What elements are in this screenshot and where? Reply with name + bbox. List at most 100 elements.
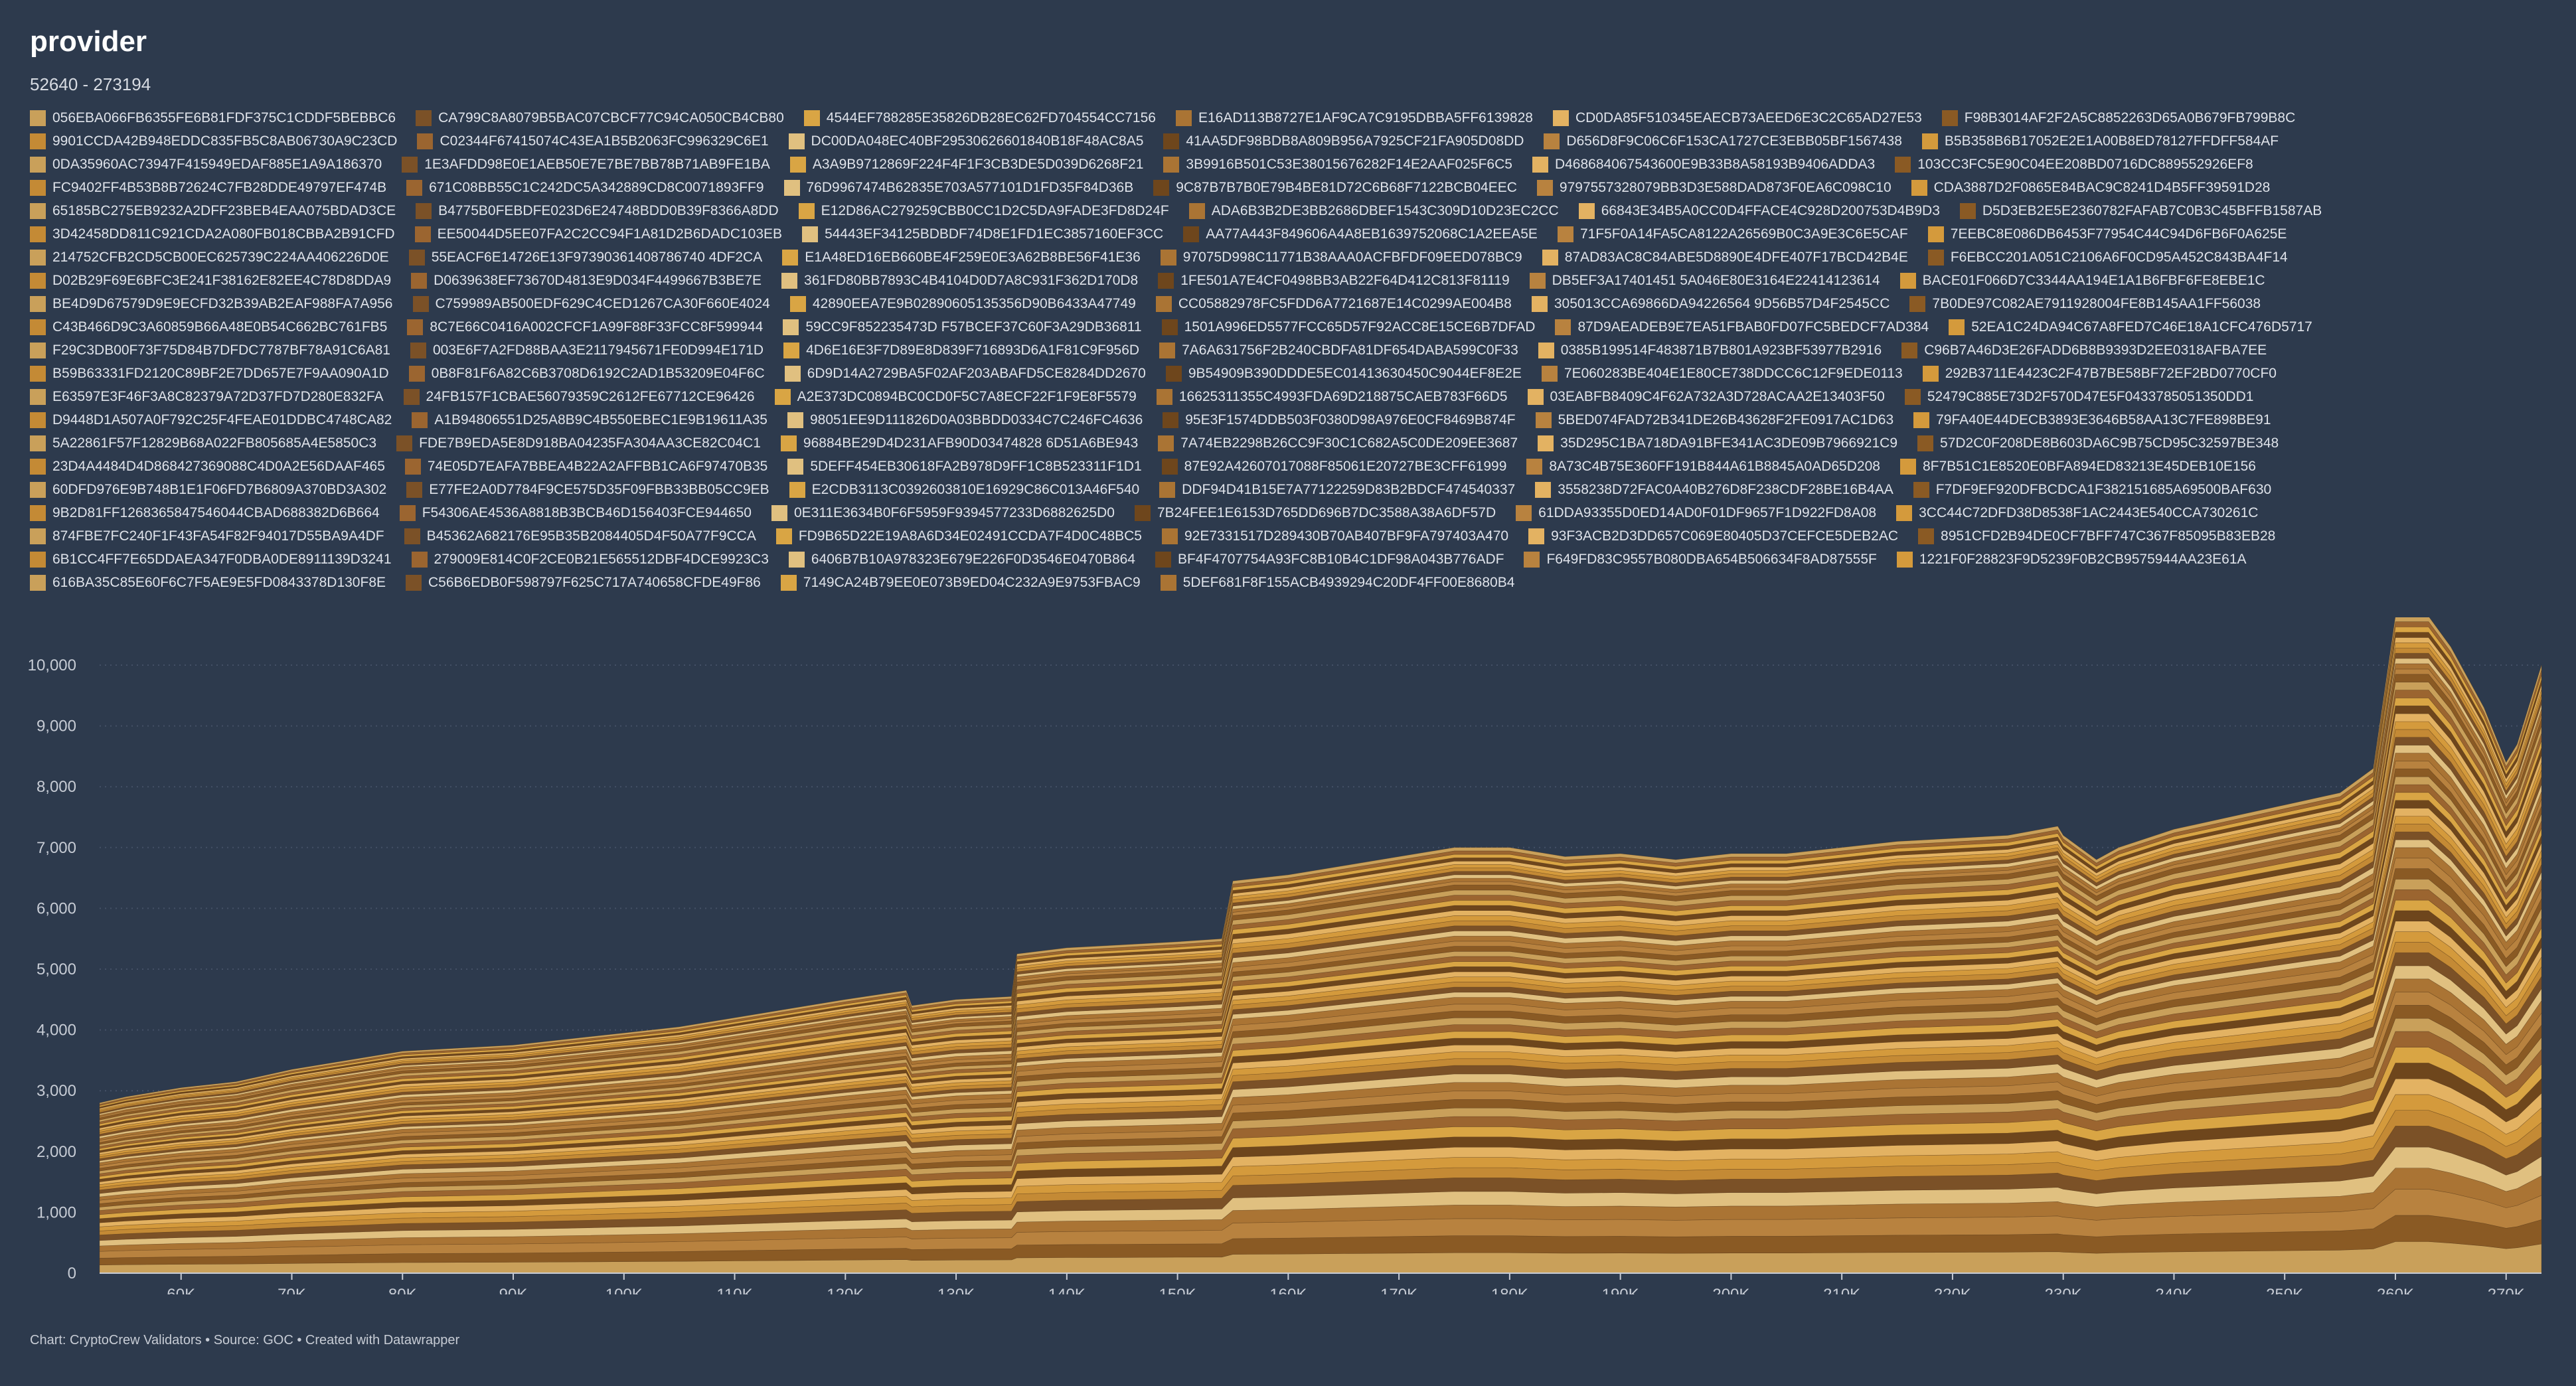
legend-swatch bbox=[30, 273, 46, 289]
legend-label: D9448D1A507A0F792C25F4FEAE01DDBC4748CA82 bbox=[52, 412, 392, 427]
legend-label: 93F3ACB2D3DD657C069E80405D37CEFCE5DEB2AC bbox=[1551, 528, 1899, 544]
legend-swatch bbox=[1526, 459, 1543, 475]
legend-swatch bbox=[1913, 482, 1929, 498]
legend-swatch bbox=[783, 343, 800, 358]
legend-item: D656D8F9C06C6F153CA1727CE3EBB05BF1567438 bbox=[1544, 133, 1902, 149]
legend-swatch bbox=[1557, 226, 1573, 242]
legend-swatch bbox=[1165, 366, 1182, 382]
legend-swatch bbox=[30, 366, 46, 382]
legend-label: 92E7331517D289430B70AB407BF9FA797403A470 bbox=[1184, 528, 1509, 544]
legend-item: 35D295C1BA718DA91BFE341AC3DE09B7966921C9 bbox=[1538, 435, 1897, 451]
legend-swatch bbox=[787, 412, 803, 428]
legend-item: 616BA35C85E60F6C7F5AE9E5FD0843378D130F8E bbox=[30, 575, 386, 591]
legend-swatch bbox=[1159, 343, 1176, 358]
legend-swatch bbox=[1941, 110, 1958, 126]
legend-swatch bbox=[30, 343, 46, 358]
legend-item: 8A73C4B75E360FF191B844A61B8845A0AD65D208 bbox=[1526, 459, 1880, 475]
legend-item: B5B358B6B17052E2E1A00B8ED78127FFDFF584AF bbox=[1921, 133, 2279, 149]
legend-label: E1A48ED16EB660BE4F259E0E3A62B8BE56F41E36 bbox=[805, 250, 1141, 265]
y-tick-label: 4,000 bbox=[37, 1022, 76, 1040]
legend-swatch bbox=[1895, 157, 1911, 173]
legend-swatch bbox=[780, 575, 797, 591]
legend-label: E2CDB3113C0392603810E16929C86C013A46F540 bbox=[811, 482, 1140, 497]
legend-label: CD0DA85F510345EAECB73AEED6E3C2C65AD27E53 bbox=[1575, 110, 1922, 125]
legend-swatch bbox=[1527, 389, 1544, 405]
legend: 056EBA066FB6355FE6B81FDF375C1CDDF5BEBBC6… bbox=[30, 110, 2553, 591]
legend-label: E12D86AC279259CBB0CC1D2C5DA9FADE3FD8D24F bbox=[821, 203, 1169, 218]
legend-item: 52479C885E73D2F570D47E5F0433785051350DD1 bbox=[1904, 389, 2253, 405]
legend-swatch bbox=[1544, 133, 1560, 149]
legend-swatch bbox=[1896, 505, 1913, 521]
legend-swatch bbox=[30, 412, 46, 428]
legend-label: 9901CCDA42B948EDDC835FB5C8AB06730A9C23CD bbox=[52, 133, 398, 149]
legend-item: 3CC44C72DFD38D8538F1AC2443E540CCA730261C bbox=[1896, 505, 2258, 521]
legend-swatch bbox=[408, 366, 425, 382]
legend-swatch bbox=[1163, 133, 1180, 149]
legend-item: 0DA35960AC73947F415949EDAF885E1A9A186370 bbox=[30, 157, 382, 173]
x-tick-label: 120K bbox=[827, 1286, 864, 1294]
legend-label: 61DDA93355D0ED14AD0F01DF9657F1D922FD8A08 bbox=[1538, 505, 1877, 520]
x-tick-label: 170K bbox=[1380, 1286, 1417, 1294]
legend-label: 292B3711E4423C2F47B7BE58BF72EF2BD0770CF0 bbox=[1945, 366, 2277, 381]
legend-swatch bbox=[30, 389, 46, 405]
legend-swatch bbox=[30, 203, 46, 219]
legend-swatch bbox=[30, 319, 46, 335]
legend-swatch bbox=[1896, 552, 1913, 568]
legend-label: 8951CFD2B94DE0CF7BFF747C367F85095B83EB28 bbox=[1941, 528, 2276, 544]
legend-item: D02B29F69E6BFC3E241F38162E82EE4C78D8DDA9 bbox=[30, 273, 391, 289]
legend-swatch bbox=[1161, 459, 1178, 475]
legend-swatch bbox=[1156, 389, 1172, 405]
legend-item: 305013CCA69866DA94226564 9D56B57D4F2545C… bbox=[1531, 296, 1890, 312]
legend-swatch bbox=[1538, 343, 1554, 358]
chart-footer: Chart: CryptoCrew Validators • Source: G… bbox=[30, 1333, 460, 1348]
legend-item: C96B7A46D3E26FADD6B8B9393D2EE0318AFBA7EE bbox=[1901, 343, 2267, 358]
legend-label: F6EBCC201A051C2106A6F0CD95A452C843BA4F14 bbox=[1950, 250, 2288, 265]
legend-swatch bbox=[30, 575, 46, 591]
legend-label: FC9402FF4B53B8B72624C7FB28DDE49797EF474B bbox=[52, 180, 387, 195]
legend-item: 7149CA24B79EE0E073B9ED04C232A9E9753FBAC9 bbox=[780, 575, 1141, 591]
legend-label: 59CC9F852235473D F57BCEF37C60F3A29DB3681… bbox=[805, 319, 1142, 335]
legend-label: 8C7E66C0416A002CFCF1A99F88F33FCC8F599944 bbox=[430, 319, 764, 335]
legend-swatch bbox=[1160, 250, 1176, 266]
legend-swatch bbox=[410, 343, 426, 358]
legend-swatch bbox=[1538, 435, 1554, 451]
x-tick-label: 180K bbox=[1491, 1286, 1528, 1294]
legend-swatch bbox=[788, 552, 805, 568]
legend-label: 305013CCA69866DA94226564 9D56B57D4F2545C… bbox=[1554, 296, 1890, 311]
legend-item: F6EBCC201A051C2106A6F0CD95A452C843BA4F14 bbox=[1927, 250, 2288, 266]
legend-label: DB5EF3A17401451 5A046E80E3164E2241412361… bbox=[1552, 273, 1880, 288]
legend-swatch bbox=[803, 110, 820, 126]
legend-item: 23D4A4484D4D868427369088C4D0A2E56DAAF465 bbox=[30, 459, 385, 475]
legend-swatch bbox=[412, 296, 429, 312]
x-tick-label: 270K bbox=[2488, 1286, 2525, 1294]
legend-swatch bbox=[406, 180, 423, 196]
legend-item: F98B3014AF2F2A5C8852263D65A0B679FB799B8C bbox=[1941, 110, 2295, 126]
legend-label: BE4D9D67579D9E9ECFD32B39AB2EAF988FA7A956 bbox=[52, 296, 393, 311]
legend-item: 96884BE29D4D231AFB90D03474828 6D51A6BE94… bbox=[780, 435, 1138, 451]
legend-swatch bbox=[780, 435, 797, 451]
legend-item: AA77A443F849606A4A8EB1639752068C1A2EEA5E bbox=[1183, 226, 1538, 242]
legend-swatch bbox=[775, 528, 792, 544]
legend-label: 3B9916B501C53E38015676282F14E2AAF025F6C5 bbox=[1186, 157, 1512, 172]
legend-label: CDA3887D2F0865E84BAC9C8241D4B5FF39591D28 bbox=[1933, 180, 2271, 195]
legend-label: E77FE2A0D7784F9CE575D35F09FBB33BB05CC9EB bbox=[429, 482, 769, 497]
legend-item: 0E311E3634B0F6F5959F9394577233D6882625D0 bbox=[771, 505, 1115, 521]
legend-swatch bbox=[1552, 110, 1569, 126]
legend-swatch bbox=[407, 319, 424, 335]
legend-item: 92E7331517D289430B70AB407BF9FA797403A470 bbox=[1161, 528, 1509, 544]
legend-item: 292B3711E4423C2F47B7BE58BF72EF2BD0770CF0 bbox=[1922, 366, 2277, 382]
legend-label: 4544EF788285E35826DB28EC62FD704554CC7156 bbox=[826, 110, 1156, 125]
legend-item: 87AD83AC8C84ABE5D8890E4DFE407F17BCD42B4E bbox=[1542, 250, 1908, 266]
legend-label: 9C87B7B7B0E79B4BE81D72C6B68F7122BCB04EEC bbox=[1176, 180, 1517, 195]
x-tick-label: 150K bbox=[1159, 1286, 1196, 1294]
legend-label: D02B29F69E6BFC3E241F38162E82EE4C78D8DDA9 bbox=[52, 273, 392, 288]
legend-label: 7E060283BE404E1E80CE738DDCC6C12F9EDE0113 bbox=[1564, 366, 1903, 381]
legend-item: 103CC3FC5E90C04EE208BD0716DC889552926EF8 bbox=[1895, 157, 2253, 173]
legend-item: 003E6F7A2FD88BAA3E2117945671FE0D994E171D bbox=[410, 343, 764, 358]
legend-item: 8C7E66C0416A002CFCF1A99F88F33FCC8F599944 bbox=[407, 319, 763, 335]
legend-item: E16AD113B8727E1AF9CA7C9195DBBA5FF6139828 bbox=[1175, 110, 1533, 126]
legend-swatch bbox=[1531, 296, 1548, 312]
legend-swatch bbox=[1529, 273, 1546, 289]
legend-label: 9B54909B390DDDE5EC01413630450C9044EF8E2E bbox=[1188, 366, 1522, 381]
legend-item: 6406B7B10A978323E679E226F0D3546E0470B864 bbox=[788, 552, 1135, 568]
